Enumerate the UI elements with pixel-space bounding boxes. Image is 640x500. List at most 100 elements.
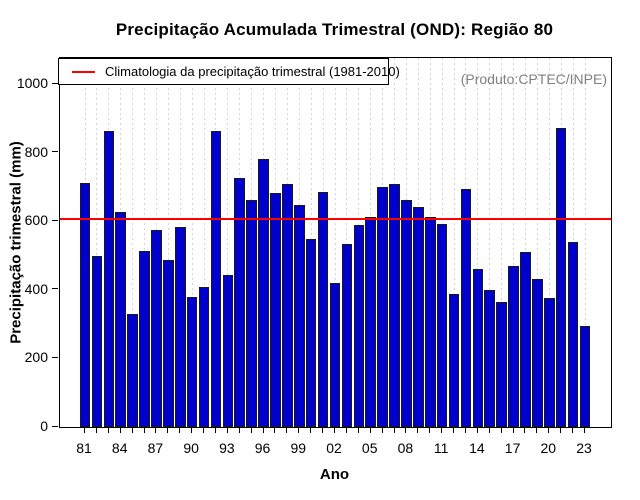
x-tick-2006 <box>381 427 383 433</box>
x-tick-label-87: 87 <box>147 440 164 456</box>
x-tick-2001 <box>322 427 324 433</box>
bar-2020 <box>543 298 555 427</box>
bar-2009 <box>413 207 424 427</box>
x-tick-label-84: 84 <box>111 440 128 456</box>
gridline-2015 <box>489 58 491 427</box>
bar-2016 <box>496 302 507 427</box>
x-tick-2011 <box>441 427 443 433</box>
x-tick-label-14: 14 <box>469 440 485 456</box>
x-tick-2009 <box>417 427 419 433</box>
climatology-line <box>60 218 611 221</box>
bar-1994 <box>234 177 246 427</box>
x-tick-1989 <box>179 427 181 433</box>
x-tick-2002 <box>334 427 335 433</box>
x-tick-label-17: 17 <box>504 440 521 456</box>
gridline-1982 <box>96 58 98 427</box>
x-tick-1986 <box>143 427 145 433</box>
bar-1996 <box>258 158 269 427</box>
x-tick-1987 <box>155 427 157 433</box>
gridline-2018 <box>524 58 526 427</box>
y-tick-label-400: 400 <box>24 280 48 297</box>
x-tick-2016 <box>500 427 502 433</box>
bar-2005 <box>365 217 376 427</box>
x-tick-1991 <box>203 427 205 433</box>
bar-1985 <box>127 313 138 427</box>
bar-1992 <box>210 130 222 427</box>
x-tick-label-02: 02 <box>326 440 342 456</box>
bar-1993 <box>222 274 234 427</box>
legend: Climatologia da precipitação trimestral … <box>58 58 400 85</box>
bar-2015 <box>484 290 496 427</box>
x-tick-2010 <box>429 427 431 433</box>
gridline-1985 <box>132 58 134 427</box>
x-tick-1984 <box>119 427 121 433</box>
gridline-2017 <box>513 58 515 427</box>
bar-1997 <box>270 192 281 427</box>
x-tick-2017 <box>512 427 514 433</box>
x-tick-2018 <box>524 427 526 433</box>
gridline-2012 <box>453 58 455 427</box>
x-tick-2012 <box>453 427 455 433</box>
x-tick-2014 <box>476 427 478 433</box>
x-tick-2023 <box>584 427 585 433</box>
bar-1987 <box>151 230 162 427</box>
gridline-2019 <box>536 58 538 427</box>
bar-2023 <box>579 325 591 427</box>
bar-1991 <box>198 287 210 427</box>
x-tick-1982 <box>95 427 97 433</box>
gridline-2002 <box>334 58 336 427</box>
y-tick-label-1000: 1000 <box>16 75 48 92</box>
x-tick-1993 <box>226 427 228 433</box>
gridline-1991 <box>203 58 205 427</box>
y-tick-label-0: 0 <box>40 418 48 434</box>
legend-label: Climatologia da precipitação trimestral … <box>105 64 400 79</box>
y-tick-label-800: 800 <box>24 143 48 160</box>
bar-1983 <box>103 131 115 427</box>
y-tick-800 <box>52 151 58 153</box>
x-tick-2007 <box>393 427 395 433</box>
bar-2006 <box>377 186 388 427</box>
bar-2003 <box>341 243 353 427</box>
gridline-1990 <box>191 58 193 427</box>
bar-1988 <box>163 260 174 427</box>
gridline-1993 <box>227 58 229 427</box>
x-tick-1992 <box>214 427 216 433</box>
x-tick-label-23: 23 <box>576 440 592 456</box>
y-tick-600 <box>52 219 58 221</box>
bar-2022 <box>567 241 579 427</box>
gridline-1988 <box>167 58 169 427</box>
bar-1981 <box>79 182 91 427</box>
bar-2001 <box>317 191 329 427</box>
bar-1989 <box>174 226 186 427</box>
bar-1998 <box>282 184 293 427</box>
bar-2007 <box>389 184 400 427</box>
y-axis-label: Precipitação trimestral (mm) <box>7 141 25 344</box>
x-tick-2004 <box>357 427 359 433</box>
x-tick-2019 <box>536 427 538 433</box>
gridline-2020 <box>548 58 550 427</box>
producer-note: (Produto:CPTEC/INPE) <box>460 71 607 87</box>
x-tick-2022 <box>572 427 574 433</box>
gridline-2003 <box>346 58 348 427</box>
x-tick-2021 <box>560 427 562 433</box>
y-tick-1000 <box>52 82 58 84</box>
bar-1986 <box>139 250 150 427</box>
y-tick-label-200: 200 <box>24 349 48 366</box>
gridline-2023 <box>584 58 586 427</box>
x-tick-2008 <box>405 427 407 433</box>
x-tick-label-81: 81 <box>76 440 92 456</box>
x-tick-1997 <box>274 427 276 433</box>
x-tick-2015 <box>488 427 490 433</box>
x-tick-1998 <box>286 427 288 433</box>
x-tick-2003 <box>345 427 347 433</box>
x-tick-label-99: 99 <box>290 440 307 456</box>
x-tick-1981 <box>84 427 85 433</box>
x-tick-1985 <box>131 427 133 433</box>
x-tick-2020 <box>548 427 550 433</box>
x-tick-label-96: 96 <box>254 440 271 456</box>
bar-1990 <box>186 296 198 427</box>
bar-1984 <box>115 211 126 427</box>
bar-2019 <box>532 278 543 427</box>
plot-area <box>59 57 612 428</box>
